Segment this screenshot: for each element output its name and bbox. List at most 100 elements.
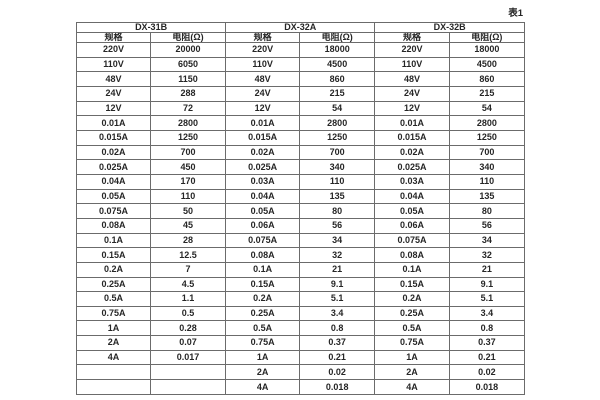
table-row: 0.015A 1250 0.015A 1250 0.015A 1250 xyxy=(76,129,526,146)
group-header-dx31b: DX-31B xyxy=(75,22,227,33)
table-cell: 1A xyxy=(374,349,450,366)
table-cell xyxy=(76,364,151,381)
table-cell: 0.015A xyxy=(76,129,151,146)
table-cell: 0.2A xyxy=(374,291,450,307)
table-cell: 0.02 xyxy=(448,364,526,381)
table-caption: 表1 xyxy=(508,8,523,19)
table-cell: 3.4 xyxy=(299,305,376,322)
col-header-spec-2: 规格 xyxy=(225,32,301,43)
table-cell: 860 xyxy=(448,71,526,87)
table-cell: 2800 xyxy=(448,115,526,131)
table-row: 4A 0.017 1A 0.21 1A 0.21 xyxy=(76,349,526,366)
table-cell: 0.25A xyxy=(374,305,450,322)
table-cell: 860 xyxy=(299,71,376,87)
group-header-dx32b: DX-32B xyxy=(374,22,525,33)
table-row: 0.08A 45 0.06A 56 0.06A 56 xyxy=(76,217,526,234)
table-cell: 45 xyxy=(149,217,227,234)
table-cell: 0.015A xyxy=(374,129,450,146)
table-cell: 0.15A xyxy=(76,247,151,263)
table-cell: 9.1 xyxy=(299,276,376,293)
table-cell: 0.75A xyxy=(374,335,450,351)
table-cell: 5.1 xyxy=(299,291,376,307)
column-header-row: 规格 电阻(Ω) 规格 电阻(Ω) 规格 电阻(Ω) xyxy=(76,32,526,43)
table-cell: 1250 xyxy=(299,129,376,146)
table-cell: 21 xyxy=(448,261,526,278)
table-cell: 28 xyxy=(149,232,227,249)
table-row: 0.04A 170 0.03A 110 0.03A 110 xyxy=(76,173,526,190)
table-cell: 0.05A xyxy=(225,203,301,219)
table-cell: 0.08A xyxy=(76,217,151,234)
table-cell: 0.018 xyxy=(448,379,526,395)
table-cell: 0.25A xyxy=(76,276,151,293)
table-row: 220V 20000 220V 18000 220V 18000 xyxy=(76,42,526,58)
table-cell: 0.018 xyxy=(299,379,376,395)
table-cell: 4A xyxy=(374,379,450,395)
table-cell: 18000 xyxy=(448,42,526,58)
table-cell: 1A xyxy=(76,320,151,337)
table-cell: 9.1 xyxy=(448,276,526,293)
table-cell: 700 xyxy=(149,144,227,161)
table-cell: 0.75A xyxy=(225,335,301,351)
table-cell: 54 xyxy=(299,100,376,117)
table-cell: 48V xyxy=(225,71,301,87)
table-cell: 288 xyxy=(149,85,227,102)
table-cell: 0.25A xyxy=(225,305,301,322)
resistance-table-body: 220V 20000 220V 18000 220V 18000 110V 6050 110V 4… xyxy=(76,42,526,395)
table-cell: 0.01A xyxy=(225,115,301,131)
table-row: 0.1A 28 0.075A 34 0.075A 34 xyxy=(76,232,526,249)
table-cell: 0.04A xyxy=(76,173,151,190)
table-cell: 0.03A xyxy=(225,173,301,190)
table-cell: 0.02A xyxy=(76,144,151,161)
table-cell: 110V xyxy=(225,56,301,73)
table-cell: 0.28 xyxy=(149,320,227,337)
table-row: 1A 0.28 0.5A 0.8 0.5A 0.8 xyxy=(76,320,526,337)
table-row: 24V 288 24V 215 24V 215 xyxy=(76,85,526,102)
group-header-dx32a: DX-32A xyxy=(225,22,376,33)
table-cell: 1250 xyxy=(149,129,227,146)
table-cell: 56 xyxy=(299,217,376,234)
table-row: 0.02A 700 0.02A 700 0.02A 700 xyxy=(76,144,526,161)
table-cell: 72 xyxy=(149,100,227,117)
table-cell: 0.05A xyxy=(374,203,450,219)
table-cell: 110 xyxy=(299,173,376,190)
table-cell: 0.075A xyxy=(374,232,450,249)
table-cell: 56 xyxy=(448,217,526,234)
table-cell: 0.37 xyxy=(448,335,526,351)
table-cell: 110V xyxy=(374,56,450,73)
table-cell: 80 xyxy=(299,203,376,219)
table-cell: 0.025A xyxy=(76,159,151,175)
table-cell: 0.075A xyxy=(225,232,301,249)
table-cell: 0.08A xyxy=(225,247,301,263)
table-cell: 0.2A xyxy=(225,291,301,307)
table-cell: 21 xyxy=(299,261,376,278)
table-cell: 0.1A xyxy=(225,261,301,278)
table-cell: 50 xyxy=(149,203,227,219)
table-cell: 450 xyxy=(149,159,227,175)
table-cell: 0.5A xyxy=(374,320,450,337)
table-cell: 32 xyxy=(448,247,526,263)
table-cell: 0.02A xyxy=(374,144,450,161)
table-cell: 340 xyxy=(448,159,526,175)
table-row: 4A 0.018 4A 0.018 xyxy=(76,379,526,395)
table-cell: 0.02 xyxy=(299,364,376,381)
col-header-resistance-3: 电阻(Ω) xyxy=(448,32,526,43)
group-header-row: DX-31B DX-32A DX-32B xyxy=(75,22,525,33)
table-cell: 0.04A xyxy=(374,188,450,205)
table-cell: 12V xyxy=(374,100,450,117)
table-cell: 4500 xyxy=(448,56,526,73)
table-cell: 110V xyxy=(76,56,151,73)
table-cell: 220V xyxy=(76,42,151,58)
table-cell: 220V xyxy=(225,42,301,58)
table-cell: 220V xyxy=(374,42,450,58)
table-cell: 0.5A xyxy=(76,291,151,307)
table-cell: 110 xyxy=(149,188,227,205)
table-cell: 0.8 xyxy=(299,320,376,337)
table-row: 110V 6050 110V 4500 110V 4500 xyxy=(76,56,526,73)
table-cell: 2A xyxy=(76,335,151,351)
table-cell: 4A xyxy=(225,379,301,395)
table-cell: 2A xyxy=(374,364,450,381)
table-cell: 0.37 xyxy=(299,335,376,351)
table-cell: 20000 xyxy=(149,42,227,58)
table-cell: 2800 xyxy=(149,115,227,131)
